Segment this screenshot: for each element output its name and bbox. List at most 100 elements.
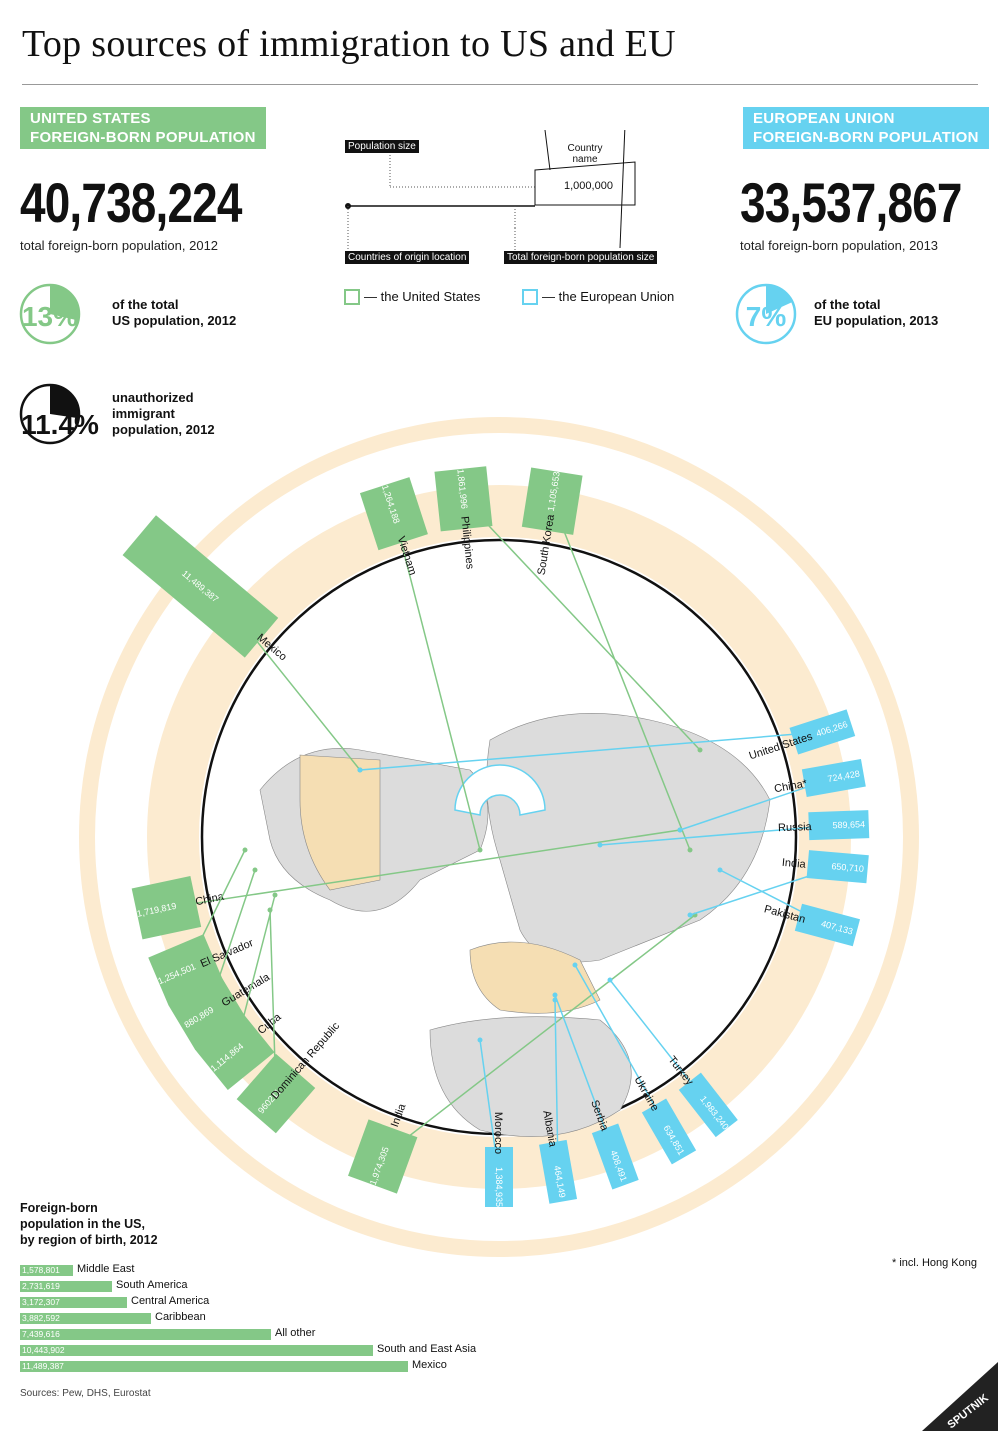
regions-title-1: Foreign-born <box>20 1201 98 1215</box>
connector-line <box>599 824 839 846</box>
unauthorized-donut: 11.4% <box>19 383 99 445</box>
us-pct-donut: 13% <box>19 283 81 345</box>
region-label: South America <box>116 1279 188 1291</box>
region-value: 10,443,902 <box>22 1345 65 1355</box>
region-label: All other <box>275 1327 316 1339</box>
origin-dot <box>267 907 273 913</box>
region-label: Middle East <box>77 1263 135 1275</box>
us-pct-label: of the total US population, 2012 <box>112 297 236 329</box>
us-swatch-icon <box>344 288 360 305</box>
origin-dot <box>272 892 278 898</box>
eu-pct-label-2: EU population, 2013 <box>814 313 939 328</box>
legend-country-name: Country name <box>567 143 603 165</box>
origin-dot <box>477 1037 483 1043</box>
us-total-label: total foreign-born population, 2012 <box>20 238 219 253</box>
region-value: 1,578,801 <box>22 1265 60 1275</box>
region-value: 3,172,307 <box>22 1297 60 1307</box>
region-bar <box>20 1281 112 1292</box>
region-value: 7,439,616 <box>22 1329 60 1339</box>
us-total: 40,738,224 <box>20 171 242 234</box>
unauthorized-label: unauthorized immigrant population, 2012 <box>112 390 215 438</box>
us-pct-value: 13% <box>22 301 78 332</box>
unauthorized-label-2: immigrant <box>112 406 175 421</box>
us-pct-label-1: of the total <box>112 297 179 312</box>
region-value: 3,882,592 <box>22 1313 60 1323</box>
region-value: 2,731,619 <box>22 1281 60 1291</box>
region-bar <box>20 1265 73 1276</box>
eu-badge: EUROPEAN UNION FOREIGN-BORN POPULATION <box>743 107 989 149</box>
eu-pct-label: of the total EU population, 2013 <box>814 297 938 329</box>
origin-dot <box>477 847 483 853</box>
eu-pct-label-1: of the total <box>814 297 881 312</box>
bar-china- <box>801 758 866 797</box>
eu-territory <box>469 941 601 1014</box>
bar-mexico <box>122 515 279 658</box>
region-bar <box>20 1297 127 1308</box>
origin-dot <box>687 912 693 918</box>
bar-united-states <box>789 709 856 755</box>
bar-albania <box>539 1139 578 1204</box>
bar-south-korea <box>521 467 583 535</box>
connector-line <box>574 964 670 1132</box>
bar-ukraine <box>641 1098 697 1165</box>
title-divider <box>22 84 978 85</box>
eu-total-label: total foreign-born population, 2013 <box>740 238 939 253</box>
value-label: 1,861,996 <box>455 468 469 509</box>
origin-dot <box>252 867 258 873</box>
regions-title: Foreign-born population in the US, by re… <box>20 1200 158 1248</box>
connector-line <box>359 731 823 771</box>
bar-guatemala <box>168 974 247 1050</box>
legend-diagram <box>345 130 636 250</box>
eu-pct-donut: 7% <box>735 283 797 345</box>
us-bars: 11,489,387Mexico1,264,188Vietnam1,861,99… <box>122 466 703 1194</box>
eu-badge-line1: EUROPEAN UNION <box>753 110 895 127</box>
eu-badge-line2: FOREIGN-BORN POPULATION <box>753 129 979 146</box>
value-label: 1,384,935 <box>494 1167 504 1207</box>
category-label: Morocco <box>492 1112 504 1154</box>
eu-swatch-icon <box>522 288 538 305</box>
us-territory <box>299 754 381 891</box>
legend-million: 1,000,000 <box>564 180 613 192</box>
connector-line <box>237 617 361 771</box>
bar-india <box>348 1119 418 1194</box>
bar-india <box>806 850 869 884</box>
origin-dot <box>607 977 613 983</box>
region-label: Caribbean <box>155 1311 206 1323</box>
bar-vietnam <box>359 477 428 551</box>
eu-pct-value: 7% <box>746 301 787 332</box>
origin-dot <box>572 962 578 968</box>
bar-cuba <box>195 1011 275 1091</box>
origin-dot <box>597 842 603 848</box>
origin-dot <box>552 997 558 1003</box>
us-badge-line1: UNITED STATES <box>30 110 151 127</box>
origin-dot <box>717 867 723 873</box>
bar-china <box>131 876 202 940</box>
page-title: Top sources of immigration to US and EU <box>22 23 676 65</box>
connector-line <box>551 500 691 851</box>
region-bar <box>20 1345 373 1356</box>
connector-line <box>462 498 701 751</box>
origin-dot <box>357 767 363 773</box>
legend-us-key: — the United States <box>344 288 480 306</box>
region-bar <box>20 1329 271 1340</box>
bar-dominican-republic <box>236 1053 316 1134</box>
origin-dot <box>242 847 248 853</box>
regions-title-2: population in the US, <box>20 1217 145 1231</box>
category-label: China* <box>773 778 808 796</box>
legend-origin-location: Countries of origin location <box>345 251 470 264</box>
legend-eu-key: — the European Union <box>522 288 674 306</box>
category-label: Philippines <box>458 516 476 571</box>
region-label: Mexico <box>412 1359 447 1371</box>
region-label: South and East Asia <box>377 1343 477 1355</box>
eu-total: 33,537,867 <box>740 171 962 234</box>
region-bar <box>20 1313 151 1324</box>
region-value: 11,489,387 <box>22 1361 64 1371</box>
footnote: * incl. Hong Kong <box>892 1257 977 1269</box>
us-badge-line2: FOREIGN-BORN POPULATION <box>30 129 256 146</box>
bar-philippines <box>434 466 493 532</box>
connector-line <box>166 829 681 909</box>
regions-bar-chart: 1,578,801 Middle East 2,731,619 South Ameri… <box>0 1263 500 1380</box>
origin-dot <box>677 827 683 833</box>
